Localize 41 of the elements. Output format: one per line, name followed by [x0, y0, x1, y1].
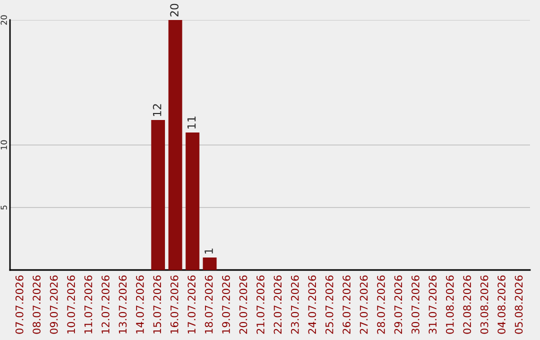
data-label: 11	[187, 116, 196, 128]
x-tick-label: 20.07.2026	[239, 276, 248, 334]
x-tick-label: 01.08.2026	[446, 276, 454, 334]
x-tick-label: 10.07.2026	[67, 276, 76, 334]
bar	[202, 258, 217, 270]
x-tick-label: 19.07.2026	[222, 276, 230, 334]
x-tick-label: 22.07.2026	[274, 276, 282, 334]
data-label: 1	[204, 248, 213, 254]
x-tick-label: 21.07.2026	[256, 276, 264, 334]
x-tick-label: 16.07.2026	[170, 276, 178, 334]
x-tick-label: 23.07.2026	[290, 276, 299, 334]
x-tick-label: 03.08.2026	[480, 276, 488, 334]
x-tick-label: 24.07.2026	[308, 276, 316, 334]
x-tick-label: 26.07.2026	[342, 276, 351, 334]
bar	[151, 120, 165, 270]
x-tick-label: 13.07.2026	[118, 276, 127, 334]
x-tick-label: 05.08.2026	[514, 276, 523, 334]
x-tick-label: 07.07.2026	[15, 276, 24, 334]
bar	[168, 20, 182, 270]
data-label: 12	[152, 104, 162, 116]
x-tick-label: 12.07.2026	[102, 276, 110, 334]
x-tick-label: 02.08.2026	[463, 276, 472, 334]
x-tick-label: 28.07.2026	[377, 276, 385, 334]
x-tick-label: 15.07.2026	[153, 276, 162, 334]
x-tick-label: 30.07.2026	[412, 276, 420, 334]
x-tick-label: 11.07.2026	[84, 276, 92, 334]
x-tick-label: 09.07.2026	[50, 276, 58, 334]
x-tick-label: 17.07.2026	[188, 276, 196, 334]
data-label: 20	[170, 4, 179, 16]
bar	[186, 132, 200, 270]
x-tick-label: 04.08.2026	[498, 276, 506, 334]
x-tick-label: 14.07.2026	[136, 276, 144, 334]
x-tick-label: 25.07.2026	[325, 276, 334, 334]
y-tick-label: 20	[0, 15, 7, 25]
x-tick-label: 27.07.2026	[360, 276, 368, 334]
x-tick-label: 29.07.2026	[394, 276, 402, 334]
y-tick-label: 5	[0, 206, 7, 210]
x-tick-label: 08.07.2026	[32, 276, 41, 334]
x-tick-label: 31.07.2026	[428, 276, 437, 334]
y-tick-label: 10	[0, 140, 7, 150]
x-tick-label: 18.07.2026	[204, 276, 213, 334]
